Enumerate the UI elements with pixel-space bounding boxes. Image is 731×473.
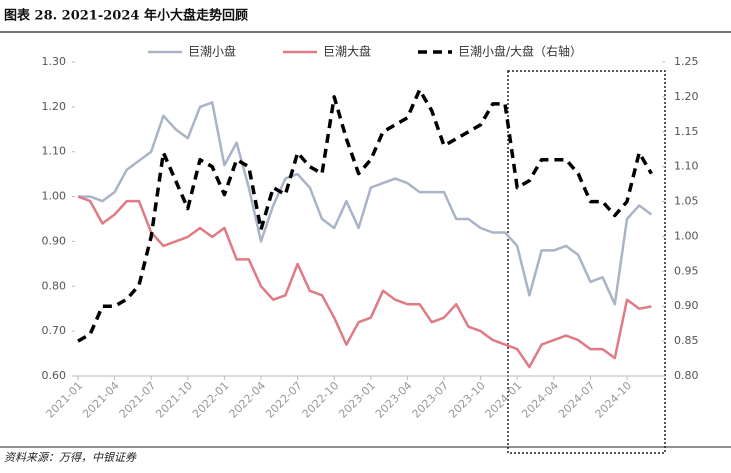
- y-tick-label: 1.20: [42, 100, 67, 113]
- x-tick-label: 2022-04: [227, 379, 269, 421]
- x-tick-label: 2022-10: [300, 379, 342, 421]
- y-tick-label: 1.30: [42, 55, 67, 68]
- y2-tick-label: 0.80: [674, 369, 699, 382]
- y-tick-label: 0.70: [42, 324, 67, 337]
- x-tick-label: 2024-10: [593, 379, 635, 421]
- x-tick-label: 2021-10: [153, 379, 195, 421]
- y2-tick-label: 1.15: [674, 125, 699, 138]
- y2-tick-label: 1.00: [674, 229, 699, 242]
- series-line: [77, 195, 652, 369]
- legend-label: 巨潮小盘: [188, 44, 236, 59]
- legend-label: 巨潮大盘: [323, 44, 371, 59]
- x-tick-label: 2023-04: [373, 379, 415, 421]
- x-tick-label: 2023-01: [336, 379, 378, 421]
- y-tick-label: 1.00: [42, 190, 67, 203]
- x-tick-label: 2021-01: [44, 379, 86, 421]
- x-tick-label: 2024-01: [483, 379, 525, 421]
- y-tick-label: 0.80: [42, 279, 67, 292]
- x-tick-label: 2024-07: [556, 379, 598, 421]
- chart-title: 图表 28. 2021-2024 年小大盘走势回顾: [4, 8, 248, 24]
- y2-tick-label: 1.05: [674, 195, 699, 208]
- highlight-box: [507, 70, 666, 454]
- y2-tick-label: 0.85: [674, 334, 699, 347]
- x-tick-label: 2021-04: [80, 379, 122, 421]
- y2-tick-label: 1.10: [674, 160, 699, 173]
- x-tick-label: 2023-10: [446, 379, 488, 421]
- y2-tick-label: 0.95: [674, 264, 699, 277]
- source: 资料来源：万得，中银证券: [4, 451, 137, 464]
- series-line: [78, 101, 653, 306]
- y2-tick-label: 0.90: [674, 299, 699, 312]
- x-tick-label: 2022-07: [263, 379, 305, 421]
- y-tick-label: 1.10: [42, 145, 67, 158]
- series-line: [77, 88, 653, 343]
- x-tick-label: 2024-04: [519, 379, 561, 421]
- x-tick-label: 2021-07: [117, 379, 159, 421]
- legend-label: 巨潮小盘/大盘（右轴）: [458, 44, 582, 59]
- y2-tick-label: 1.20: [674, 90, 699, 103]
- y-tick-label: 0.60: [42, 369, 67, 382]
- y-tick-label: 0.90: [42, 234, 67, 247]
- x-tick-label: 2022-01: [190, 379, 232, 421]
- y2-tick-label: 1.25: [674, 55, 699, 68]
- x-tick-label: 2023-07: [410, 379, 452, 421]
